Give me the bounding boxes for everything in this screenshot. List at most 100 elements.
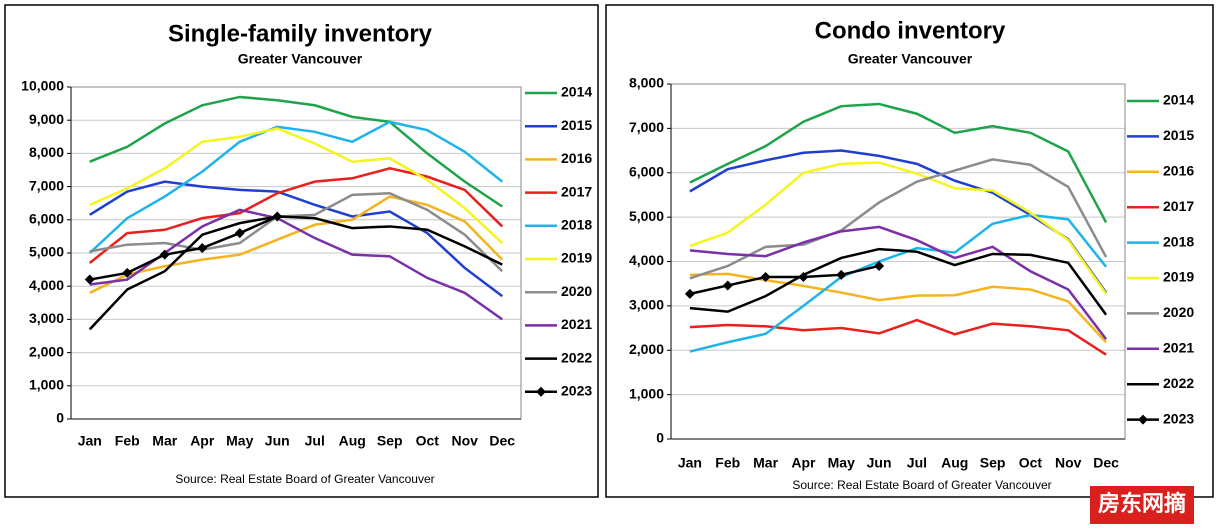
y-tick-label: 4,000	[629, 252, 664, 268]
watermark-box	[1090, 486, 1194, 524]
y-tick-label: 0	[656, 430, 664, 446]
source: Source: Real Estate Board of Greater Van…	[792, 478, 1051, 492]
data-point	[798, 272, 809, 283]
legend-label: 2018	[561, 217, 592, 233]
y-tick-label: 6,000	[29, 211, 64, 227]
legend-label: 2017	[561, 183, 592, 199]
x-tick-label: Nov	[452, 433, 479, 449]
x-tick-label: Apr	[791, 455, 816, 471]
series-line	[89, 127, 504, 244]
series-line	[689, 102, 1108, 224]
series-line	[689, 318, 1107, 356]
legend-label: 2021	[1163, 340, 1194, 356]
x-tick-label: Jul	[907, 455, 927, 471]
series-line	[689, 213, 1108, 353]
legend-label: 2021	[561, 316, 592, 332]
series-line	[689, 161, 1108, 295]
data-point	[84, 274, 95, 285]
legend-label: 2020	[1163, 304, 1194, 320]
y-tick-label: 2,000	[29, 343, 64, 359]
data-point	[197, 243, 208, 254]
x-tick-label: Sep	[377, 433, 403, 449]
y-tick-label: 3,000	[29, 310, 64, 326]
legend-label: 2014	[1163, 92, 1194, 108]
legend-label: 2023	[561, 383, 592, 399]
y-tick-label: 3,000	[629, 297, 664, 313]
x-tick-label: Mar	[753, 455, 778, 471]
legend-marker	[536, 386, 546, 397]
y-tick-label: 8,000	[629, 75, 664, 91]
data-point	[760, 272, 771, 283]
series-line	[89, 180, 504, 298]
x-tick-label: Dec	[1093, 455, 1119, 471]
series-line	[89, 95, 503, 208]
y-tick-label: 10,000	[21, 78, 64, 94]
data-point	[722, 280, 733, 291]
y-tick-label: 5,000	[629, 208, 664, 224]
chart-title: Single-family inventory	[168, 20, 433, 47]
y-tick-label: 1,000	[29, 377, 64, 393]
data-point	[272, 211, 283, 222]
legend-label: 2022	[561, 349, 592, 365]
series-line	[689, 264, 880, 296]
legend-label: 2020	[561, 283, 592, 299]
legend-label: 2017	[1163, 198, 1194, 214]
watermark: 房东网摘	[1098, 491, 1186, 516]
legend-label: 2018	[1163, 233, 1194, 249]
series-line	[89, 191, 504, 273]
data-point	[234, 228, 245, 239]
data-point	[122, 267, 133, 278]
x-tick-label: Aug	[339, 433, 366, 449]
y-tick-label: 7,000	[29, 177, 64, 193]
legend-label: 2016	[1163, 163, 1194, 179]
data-point	[874, 260, 885, 271]
legend-label: 2015	[1163, 127, 1194, 143]
x-tick-label: Feb	[715, 455, 740, 471]
x-tick-label: Jan	[78, 433, 102, 449]
legend-label: 2014	[561, 84, 592, 100]
data-point	[159, 249, 170, 260]
series-line	[88, 167, 504, 264]
y-tick-label: 7,000	[629, 119, 664, 135]
x-tick-label: Sep	[980, 455, 1006, 471]
x-tick-label: May	[828, 455, 855, 471]
x-tick-label: Dec	[489, 433, 515, 449]
series-line	[88, 215, 503, 331]
chart-subtitle: Greater Vancouver	[238, 51, 363, 67]
x-tick-label: May	[226, 433, 253, 449]
legend-label: 2016	[561, 150, 592, 166]
source: Source: Real Estate Board of Greater Van…	[175, 472, 434, 486]
chart-title: Condo inventory	[815, 17, 1006, 44]
y-tick-label: 4,000	[29, 277, 64, 293]
x-tick-label: Aug	[941, 455, 968, 471]
series-line	[89, 215, 278, 281]
x-tick-label: Jun	[867, 455, 892, 471]
x-tick-label: Jan	[678, 455, 702, 471]
series-line	[689, 247, 1108, 316]
series-line	[689, 149, 1108, 294]
data-point	[684, 288, 695, 299]
y-tick-label: 2,000	[629, 341, 664, 357]
legend-marker	[1138, 414, 1148, 425]
y-tick-label: 1,000	[629, 385, 664, 401]
x-tick-label: Feb	[115, 433, 140, 449]
x-tick-label: Jun	[265, 433, 290, 449]
x-tick-label: Jul	[305, 433, 325, 449]
legend-label: 2019	[1163, 269, 1194, 285]
x-tick-label: Nov	[1055, 455, 1082, 471]
series-line	[89, 195, 504, 294]
data-point	[836, 269, 847, 280]
legend-label: 2019	[561, 250, 592, 266]
y-tick-label: 8,000	[29, 144, 64, 160]
legend-label: 2023	[1163, 410, 1194, 426]
x-tick-label: Apr	[190, 433, 215, 449]
x-tick-label: Mar	[152, 433, 177, 449]
y-tick-label: 9,000	[29, 111, 64, 127]
series-line	[689, 158, 1108, 280]
y-tick-label: 5,000	[29, 244, 64, 260]
chart-subtitle: Greater Vancouver	[848, 51, 973, 67]
series-line	[689, 225, 1108, 340]
x-tick-label: Oct	[1019, 455, 1043, 471]
legend-label: 2015	[561, 117, 592, 133]
